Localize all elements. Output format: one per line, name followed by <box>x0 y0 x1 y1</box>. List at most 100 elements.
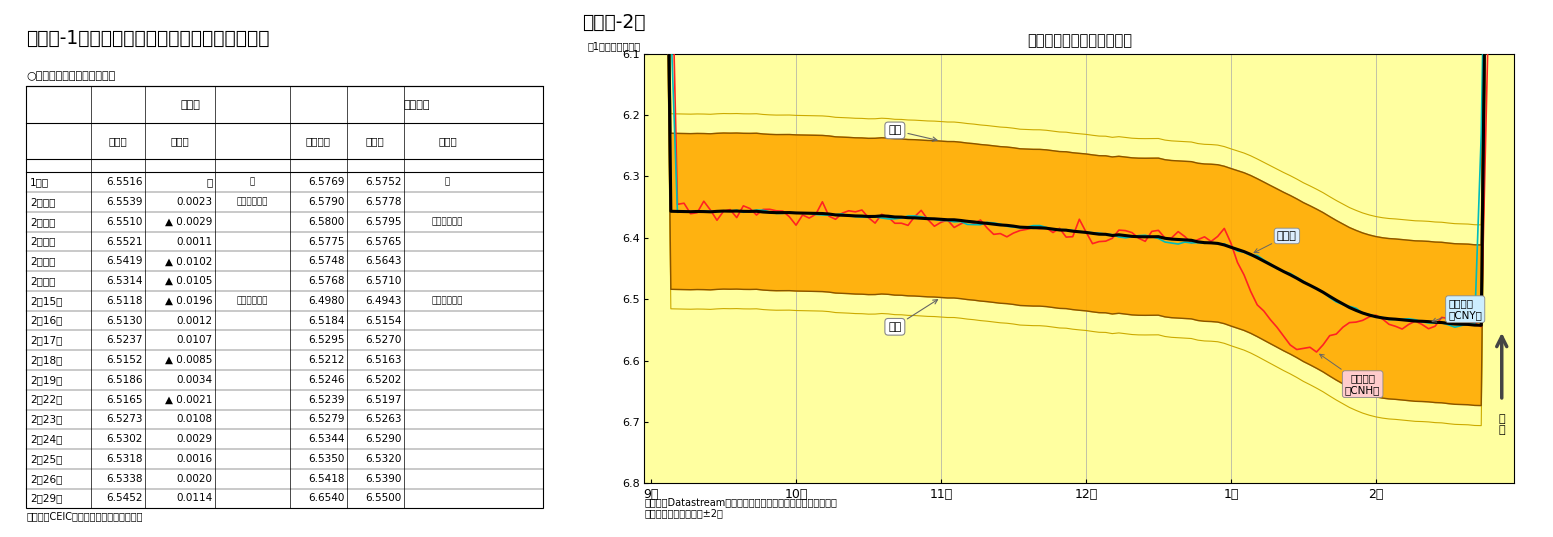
Text: 6.5270: 6.5270 <box>365 336 402 345</box>
Text: －: － <box>207 177 213 187</box>
Text: ビッド: ビッド <box>367 136 385 146</box>
Text: 6.5165: 6.5165 <box>107 395 143 405</box>
Text: 6.5790: 6.5790 <box>309 197 345 207</box>
Text: オファー: オファー <box>306 136 331 146</box>
Text: 6.5768: 6.5768 <box>307 276 345 286</box>
Text: 6.5212: 6.5212 <box>307 355 345 365</box>
Text: 2月22日: 2月22日 <box>30 395 62 405</box>
Text: 6.5239: 6.5239 <box>307 395 345 405</box>
Text: 6.5118: 6.5118 <box>107 296 143 306</box>
Text: 6.5318: 6.5318 <box>107 454 143 464</box>
Text: 2月25日: 2月25日 <box>30 454 62 464</box>
Text: ▲ 0.0105: ▲ 0.0105 <box>166 276 213 286</box>
Text: 2月３日: 2月３日 <box>30 236 56 246</box>
Text: 6.5390: 6.5390 <box>365 474 402 484</box>
Text: 2月24日: 2月24日 <box>30 434 62 444</box>
Text: 2月18日: 2月18日 <box>30 355 62 365</box>
Text: 6.5130: 6.5130 <box>107 316 143 325</box>
Text: 6.5748: 6.5748 <box>307 256 345 266</box>
Text: 6.5154: 6.5154 <box>365 316 402 325</box>
Text: ▲ 0.0021: ▲ 0.0021 <box>166 395 213 405</box>
Text: －: － <box>250 178 255 187</box>
Text: 6.5290: 6.5290 <box>365 434 402 444</box>
Text: 6.5710: 6.5710 <box>365 276 402 286</box>
Text: 6.5752: 6.5752 <box>365 177 402 187</box>
Text: 6.5237: 6.5237 <box>107 336 143 345</box>
Text: 6.5795: 6.5795 <box>365 217 402 227</box>
Text: 6.5202: 6.5202 <box>365 375 402 385</box>
Text: 0.0012: 0.0012 <box>177 316 213 325</box>
Text: ▲ 0.0029: ▲ 0.0029 <box>166 217 213 227</box>
Text: 6.5197: 6.5197 <box>365 395 402 405</box>
Text: 2月29日: 2月29日 <box>30 494 62 504</box>
Bar <box>26 86 544 509</box>
Text: （注）: （注） <box>438 136 457 146</box>
Text: 0.0023: 0.0023 <box>177 197 213 207</box>
Text: 6.5500: 6.5500 <box>365 494 402 504</box>
Text: 元
高: 元 高 <box>1499 413 1505 436</box>
Text: （当月高値）: （当月高値） <box>432 296 463 306</box>
Text: 6.4980: 6.4980 <box>309 296 345 306</box>
Text: 6.5320: 6.5320 <box>365 454 402 464</box>
Text: 0.0029: 0.0029 <box>177 434 213 444</box>
Text: 6.6540: 6.6540 <box>309 494 345 504</box>
Text: 0.0016: 0.0016 <box>177 454 213 464</box>
Text: 上限: 上限 <box>888 126 936 141</box>
Text: （図表-1）　人民元（対米国ドル）の価格推移: （図表-1） 人民元（対米国ドル）の価格推移 <box>26 29 270 48</box>
Text: 2月２日: 2月２日 <box>30 217 56 227</box>
Text: 6.5246: 6.5246 <box>307 375 345 385</box>
Text: 6.5516: 6.5516 <box>107 177 143 187</box>
Text: ○人民元相場（対米国ドル）: ○人民元相場（対米国ドル） <box>26 71 115 81</box>
Text: （図表-2）: （図表-2） <box>582 13 646 32</box>
Text: 6.5184: 6.5184 <box>307 316 345 325</box>
Text: ▲ 0.0196: ▲ 0.0196 <box>165 296 213 306</box>
Text: 6.5295: 6.5295 <box>307 336 345 345</box>
Text: 0.0034: 0.0034 <box>177 375 213 385</box>
Text: 基準値: 基準値 <box>1255 231 1297 252</box>
Text: 6.5521: 6.5521 <box>107 236 143 246</box>
Text: 6.5314: 6.5314 <box>107 276 143 286</box>
Text: 0.0107: 0.0107 <box>177 336 213 345</box>
Text: 市場実勢
（CNH）: 市場実勢 （CNH） <box>1320 354 1381 395</box>
Text: 2月４日: 2月４日 <box>30 256 56 266</box>
Text: 6.5539: 6.5539 <box>107 197 143 207</box>
Text: （資料）Datastreamのデータを元にニッセイ基礎研究所で作成
（注）上下限は基準値±2％: （資料）Datastreamのデータを元にニッセイ基礎研究所で作成 （注）上下限… <box>644 497 837 518</box>
Text: 市場実勢: 市場実勢 <box>404 100 430 110</box>
Text: 6.5186: 6.5186 <box>107 375 143 385</box>
Text: （当月高値）: （当月高値） <box>236 296 269 306</box>
Text: 0.0011: 0.0011 <box>177 236 213 246</box>
Title: 基準値の上下限と市場実勢: 基準値の上下限と市場実勢 <box>1027 33 1132 48</box>
Text: 0.0020: 0.0020 <box>177 474 213 484</box>
Text: 市場実勢
（CNY）: 市場実勢 （CNY） <box>1432 299 1482 322</box>
Text: 6.5800: 6.5800 <box>309 217 345 227</box>
Text: 6.5273: 6.5273 <box>107 415 143 424</box>
Text: 2月５日: 2月５日 <box>30 276 56 286</box>
Text: 6.5302: 6.5302 <box>107 434 143 444</box>
Text: 6.5163: 6.5163 <box>365 355 402 365</box>
Text: （当月安値）: （当月安値） <box>236 198 269 207</box>
Text: 2月１日: 2月１日 <box>30 197 56 207</box>
Text: 基準値: 基準値 <box>180 100 200 110</box>
Text: 6.5350: 6.5350 <box>309 454 345 464</box>
Text: 0.0108: 0.0108 <box>177 415 213 424</box>
Text: （注）: （注） <box>171 136 189 146</box>
Text: 6.5418: 6.5418 <box>307 474 345 484</box>
Text: 6.5452: 6.5452 <box>107 494 143 504</box>
Text: 6.5263: 6.5263 <box>365 415 402 424</box>
Text: 6.5419: 6.5419 <box>107 256 143 266</box>
Text: 2月16日: 2月16日 <box>30 316 62 325</box>
Text: 6.5279: 6.5279 <box>307 415 345 424</box>
Text: 6.5152: 6.5152 <box>107 355 143 365</box>
Text: 6.5775: 6.5775 <box>307 236 345 246</box>
Text: 1月末: 1月末 <box>30 177 50 187</box>
Text: 2月15日: 2月15日 <box>30 296 62 306</box>
Text: 6.5769: 6.5769 <box>307 177 345 187</box>
Text: （当月安値）: （当月安値） <box>432 217 463 226</box>
Text: －: － <box>446 178 450 187</box>
Text: 6.5778: 6.5778 <box>365 197 402 207</box>
Text: 6.5338: 6.5338 <box>107 474 143 484</box>
Text: 2月17日: 2月17日 <box>30 336 62 345</box>
Text: 6.4943: 6.4943 <box>365 296 402 306</box>
Text: 前日比: 前日比 <box>109 136 127 146</box>
Text: ▲ 0.0085: ▲ 0.0085 <box>166 355 213 365</box>
